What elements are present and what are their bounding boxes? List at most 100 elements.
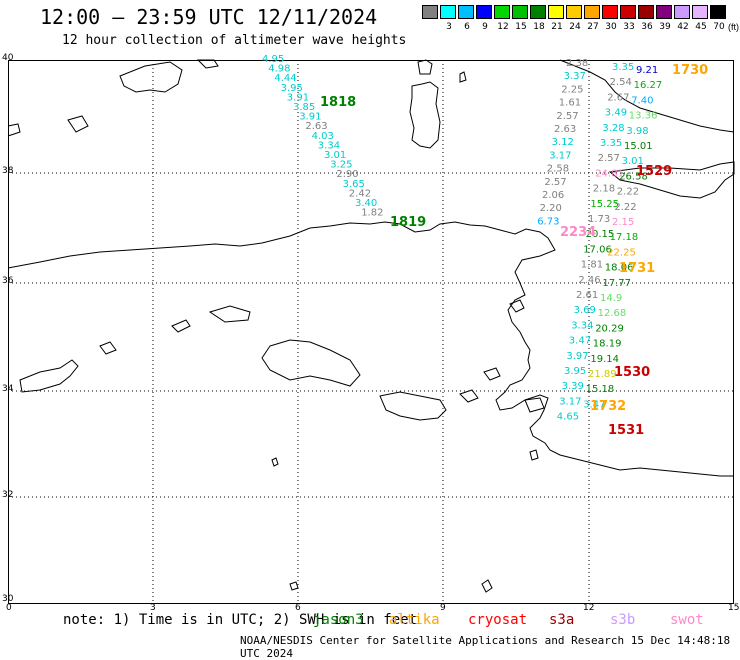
scale-label: 42 xyxy=(677,22,689,32)
scale-label: 36 xyxy=(641,22,653,32)
legend-swot: swot xyxy=(670,612,704,628)
wave-height-label: 1.81 xyxy=(581,260,603,271)
wave-height-label: 2.22 xyxy=(617,187,639,198)
island-11 xyxy=(481,579,493,593)
scale-label: 12 xyxy=(497,22,509,32)
pass-time-label: 1531 xyxy=(608,423,644,438)
scale-unit: (ft) xyxy=(728,22,739,32)
scale-swatch xyxy=(422,5,438,19)
pass-time-label: 1819 xyxy=(390,215,426,230)
scale-label: 18 xyxy=(533,22,545,32)
wave-height-label: 2.06 xyxy=(542,190,564,201)
wave-height-label: 2.57 xyxy=(598,153,620,164)
wave-height-label: 15.01 xyxy=(624,141,653,152)
wave-height-label: 17.18 xyxy=(610,232,639,243)
island-10 xyxy=(289,581,299,591)
djerba-island xyxy=(524,397,545,413)
wave-height-label: 3.47 xyxy=(583,399,605,410)
wave-height-label: 3.35 xyxy=(600,138,622,149)
wave-height-label: 4.65 xyxy=(557,412,579,423)
wave-height-label: 24.81 xyxy=(595,168,624,179)
scale-swatch xyxy=(494,5,510,19)
wave-height-label: 9.21 xyxy=(636,65,658,76)
kerkennah-island xyxy=(509,299,525,313)
scale-label: 15 xyxy=(515,22,527,32)
y-tick: 34 xyxy=(2,384,14,394)
wave-height-label: 4.98 xyxy=(268,64,290,75)
wave-height-label: 2.25 xyxy=(561,84,583,95)
pass-time-label: 2234 xyxy=(560,225,596,240)
wave-height-label: 20.29 xyxy=(595,323,624,334)
scale-label: 21 xyxy=(551,22,563,32)
scale-swatch xyxy=(674,5,690,19)
wave-height-label: 3.97 xyxy=(566,351,588,362)
wave-height-label: 2.90 xyxy=(336,169,358,180)
pass-time-labels: 1818 1819 1730 1529 2234 1731 1530 1732 1531 xyxy=(320,63,708,438)
scale-swatch xyxy=(620,5,636,19)
scale-label: 27 xyxy=(587,22,599,32)
wave-height-label: 3.91 xyxy=(299,112,321,123)
wave-height-label: 2.63 xyxy=(305,121,327,132)
wave-height-label: 18.19 xyxy=(593,339,622,350)
pass-time-label: 1732 xyxy=(590,399,626,414)
wave-height-label: 2.38 xyxy=(566,58,588,69)
map-frame xyxy=(8,60,734,604)
x-tick: 3 xyxy=(150,603,156,613)
scale-swatch xyxy=(656,5,672,19)
wave-height-label: 19.14 xyxy=(590,354,619,365)
wave-height-label: 17.77 xyxy=(602,278,631,289)
wave-height-label: 3.17 xyxy=(559,396,581,407)
wave-height-label: 6.73 xyxy=(537,216,559,227)
sicily-island xyxy=(608,161,735,199)
scale-swatch xyxy=(692,5,708,19)
scale-swatch xyxy=(530,5,546,19)
wave-height-label: 3.95 xyxy=(281,83,303,94)
wave-height-label: 3.91 xyxy=(287,92,309,103)
credit-line: NOAA/NESDIS Center for Satellite Applica… xyxy=(240,634,731,660)
wave-height-label: 13.36 xyxy=(629,111,658,122)
wave-height-label: 2.58 xyxy=(547,164,569,175)
island-3 xyxy=(171,319,191,333)
wave-height-label: 2.67 xyxy=(607,92,629,103)
wave-height-label: 17.06 xyxy=(583,244,612,255)
wave-height-tracks: 4.954.984.443.953.913.853.912.634.033.34… xyxy=(262,54,662,423)
island-4 xyxy=(208,305,251,323)
scale-swatch xyxy=(548,5,564,19)
wave-height-label: 3.01 xyxy=(324,150,346,161)
legend-jason3: jason3 xyxy=(313,612,364,628)
corsica-island xyxy=(417,59,433,75)
scale-label: 9 xyxy=(482,22,488,32)
x-tick: 0 xyxy=(6,603,12,613)
wave-height-label: 20.15 xyxy=(586,229,615,240)
wave-height-label: 2.63 xyxy=(554,124,576,135)
legend-s3b: s3b xyxy=(610,612,636,628)
wave-height-label: 3.28 xyxy=(602,123,624,134)
scale-swatch xyxy=(440,5,456,19)
island-12 xyxy=(459,71,467,83)
scale-label: 30 xyxy=(605,22,617,32)
wave-height-label: 2.46 xyxy=(578,275,600,286)
wave-height-label: 3.25 xyxy=(330,160,352,171)
scale-swatch xyxy=(710,5,726,19)
pass-time-label: 1529 xyxy=(636,164,672,179)
spain-coast xyxy=(7,123,21,137)
wave-height-label: 3.39 xyxy=(562,381,584,392)
wave-height-label: 2.15 xyxy=(612,217,634,228)
wave-height-label: 3.34 xyxy=(318,140,340,151)
coastline xyxy=(7,59,735,593)
wave-height-label: 2.42 xyxy=(349,188,371,199)
scale-label: 6 xyxy=(464,22,470,32)
map-subtitle: 12 hour collection of altimeter wave hei… xyxy=(62,33,407,48)
scale-swatch xyxy=(476,5,492,19)
scale-label: 70 xyxy=(713,22,725,32)
island-13 xyxy=(529,449,539,461)
scale-swatch xyxy=(638,5,654,19)
wave-height-label: 3.34 xyxy=(571,320,593,331)
scale-label: 39 xyxy=(659,22,671,32)
wave-height-label: 14.9 xyxy=(600,293,622,304)
scale-swatch xyxy=(512,5,528,19)
wave-height-label: 2.18 xyxy=(593,184,615,195)
scale-label: 3 xyxy=(446,22,452,32)
y-tick: 32 xyxy=(2,490,14,500)
